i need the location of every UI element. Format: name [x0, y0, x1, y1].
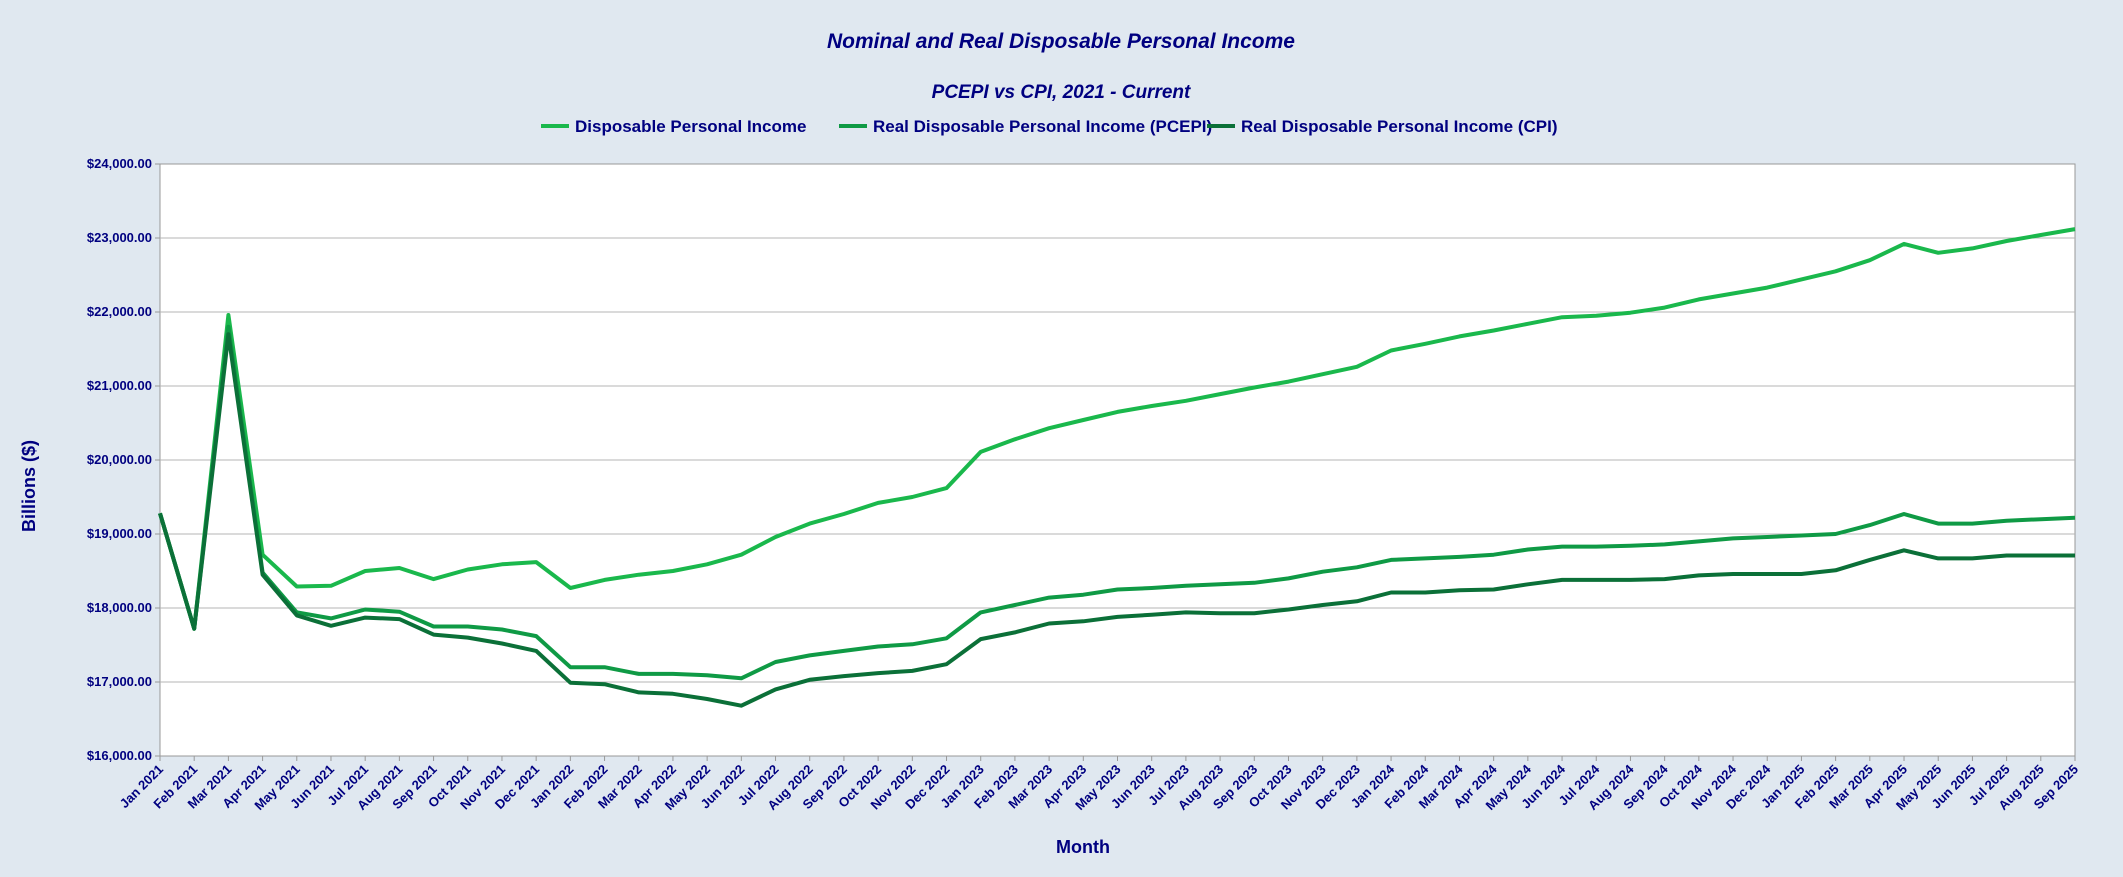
x-axis-label: Month	[1056, 837, 1110, 857]
y-tick-label: $17,000.00	[87, 674, 152, 689]
y-tick-label: $23,000.00	[87, 230, 152, 245]
y-tick-label: $22,000.00	[87, 304, 152, 319]
y-axis-ticks: $16,000.00 $17,000.00 $18,000.00 $19,000.00…	[87, 156, 160, 763]
y-tick-label: $20,000.00	[87, 452, 152, 467]
legend-label-3: Real Disposable Personal Income (CPI)	[1241, 117, 1557, 136]
y-tick-label: $16,000.00	[87, 748, 152, 763]
y-tick-label: $24,000.00	[87, 156, 152, 171]
legend-label-2: Real Disposable Personal Income (PCEPI)	[873, 117, 1212, 136]
series-line-3	[158, 332, 2075, 708]
series-line-1	[158, 227, 2076, 631]
legend-label-1: Disposable Personal Income	[575, 117, 806, 136]
y-tick-label: $18,000.00	[87, 600, 152, 615]
chart-subtitle: PCEPI vs CPI, 2021 - Current	[932, 82, 1191, 103]
legend: Disposable Personal Income Real Disposabl…	[541, 117, 1557, 136]
series-line-2	[158, 324, 2076, 681]
series-lines	[158, 227, 2076, 708]
grid-lines	[160, 237, 2075, 683]
chart-title: Nominal and Real Disposable Personal Inc…	[827, 30, 1295, 53]
y-tick-label: $19,000.00	[87, 526, 152, 541]
y-tick-label: $21,000.00	[87, 378, 152, 393]
y-axis-label: Billions ($)	[19, 440, 39, 532]
